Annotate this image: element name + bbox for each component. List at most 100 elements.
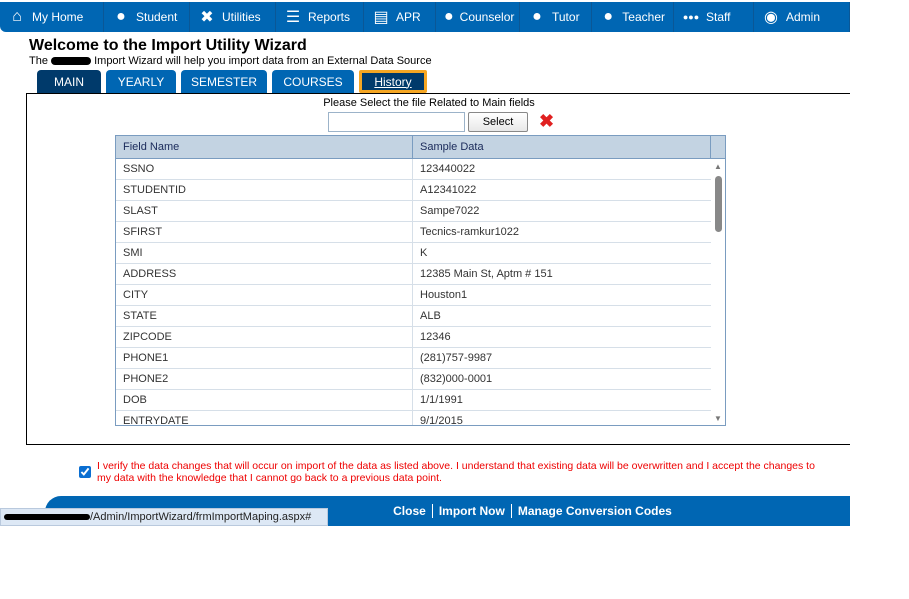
sample-data-cell: (281)757-9987 (420, 352, 493, 364)
table-row: SFIRST Tecnics-ramkur1022 (116, 222, 725, 243)
sample-data-cell: Sampe7022 (420, 205, 480, 217)
field-name-cell: ADDRESS (116, 264, 413, 284)
tab-bar: MAIN YEARLY SEMESTER COURSES History (37, 70, 427, 93)
nav-label: Tutor (552, 10, 580, 24)
field-name-cell: STATE (116, 306, 413, 326)
clear-file-icon[interactable]: ✖ (539, 111, 555, 131)
table-row: PHONE1 (281)757-9987 (116, 348, 725, 369)
field-name-cell: SMI (116, 243, 413, 263)
grid-header: Field Name Sample Data (116, 136, 725, 159)
table-row: STATE ALB (116, 306, 725, 327)
nav-tutor[interactable]: ● Tutor (520, 2, 592, 32)
file-label: Please Select the file Related to Main f… (323, 97, 535, 109)
table-row: SMI K (116, 243, 725, 264)
subtitle-start: The (29, 55, 48, 67)
person-icon: ● (444, 8, 454, 25)
sample-data-cell: 12385 Main St, Aptm # 151 (420, 268, 553, 280)
redacted-name (51, 57, 92, 66)
nav-reports[interactable]: ☰ Reports (276, 2, 364, 32)
verify-text: I verify the data changes that will occu… (97, 460, 815, 484)
nav-admin[interactable]: ◉ Admin (754, 2, 850, 32)
scroll-up-icon[interactable]: ▲ (714, 162, 722, 171)
scroll-down-icon[interactable]: ▼ (714, 414, 722, 423)
nav-label: APR (396, 10, 421, 24)
status-url: /Admin/ImportWizard/frmImportMaping.aspx… (90, 511, 312, 523)
nav-utilities[interactable]: ✖ Utilities (190, 2, 276, 32)
field-name-cell: ZIPCODE (116, 327, 413, 347)
top-nav: ⌂ My Home ● Student ✖ Utilities ☰ Reports ▤ APR ● C… (0, 2, 850, 32)
field-name-cell: STUDENTID (116, 180, 413, 200)
nav-label: Admin (786, 10, 821, 24)
subtitle-end: Import Wizard will help you import data … (94, 55, 432, 67)
sample-data-cell: A12341022 (420, 184, 477, 196)
nav-label: My Home (32, 10, 84, 24)
header-field-name: Field Name (116, 136, 413, 158)
nav-apr[interactable]: ▤ APR (364, 2, 436, 32)
page-subtitle: The Import Wizard will help you import d… (29, 55, 432, 67)
verify-section: I verify the data changes that will occu… (79, 460, 817, 484)
tab-main[interactable]: MAIN (37, 70, 101, 93)
table-row: SSNO 123440022 (116, 159, 725, 180)
nav-teacher[interactable]: ● Teacher (592, 2, 674, 32)
nav-label: Utilities (222, 10, 261, 24)
sample-data-cell: 9/1/2015 (420, 415, 463, 426)
divider (510, 504, 512, 518)
user-circle-icon: ◉ (764, 9, 778, 26)
nav-my-home[interactable]: ⌂ My Home (0, 2, 104, 32)
sample-data-cell: K (420, 247, 428, 259)
divider (431, 504, 433, 518)
table-row: SLAST Sampe7022 (116, 201, 725, 222)
tab-yearly[interactable]: YEARLY (106, 70, 176, 93)
nav-label: Teacher (622, 10, 665, 24)
student-icon: ● (116, 8, 126, 25)
file-input[interactable] (328, 112, 465, 132)
select-file-button[interactable]: Select (468, 112, 528, 132)
sample-data-cell: 1/1/1991 (420, 394, 463, 406)
grid-scrollbar[interactable]: ▲ ▼ (711, 160, 725, 425)
sample-data-cell: Houston1 (420, 289, 468, 301)
sample-data-cell: (832)000-0001 (420, 373, 493, 385)
field-name-cell: SSNO (116, 159, 413, 179)
main-panel: Please Select the file Related to Main f… (26, 93, 850, 445)
table-row: ZIPCODE 12346 (116, 327, 725, 348)
nav-label: Counselor (459, 10, 515, 24)
tab-semester[interactable]: SEMESTER (181, 70, 267, 93)
field-grid: Field Name Sample Data SSNO 123440022 STUD… (115, 135, 726, 426)
status-url-tooltip: /Admin/ImportWizard/frmImportMaping.aspx… (0, 508, 328, 526)
table-row: CITY Houston1 (116, 285, 725, 306)
tab-history[interactable]: History (359, 70, 427, 93)
manage-conversion-codes-link[interactable]: Manage Conversion Codes (517, 504, 672, 518)
sample-data-cell: 12346 (420, 331, 451, 343)
nav-counselor[interactable]: ● Counselor (436, 2, 520, 32)
tab-courses[interactable]: COURSES (272, 70, 354, 93)
table-row: ENTRYDATE 9/1/2015 (116, 411, 725, 426)
nav-student[interactable]: ● Student (104, 2, 190, 32)
tutor-icon: ● (532, 8, 542, 25)
home-icon: ⌂ (12, 8, 22, 25)
table-row: STUDENTID A12341022 (116, 180, 725, 201)
sample-data-cell: 123440022 (420, 163, 476, 175)
page-title: Welcome to the Import Utility Wizard (29, 37, 307, 54)
nav-staff[interactable]: ●●● Staff (674, 2, 754, 32)
sample-data-cell: Tecnics-ramkur1022 (420, 226, 520, 238)
field-name-cell: SFIRST (116, 222, 413, 242)
table-row: DOB 1/1/1991 (116, 390, 725, 411)
document-icon: ▤ (373, 9, 389, 26)
redacted-host (4, 514, 90, 521)
sample-data-cell: ALB (420, 310, 441, 322)
scroll-thumb[interactable] (715, 176, 722, 232)
list-icon: ☰ (285, 9, 301, 26)
close-link[interactable]: Close (393, 504, 426, 518)
field-name-cell: PHONE1 (116, 348, 413, 368)
nav-label: Student (136, 10, 178, 24)
field-name-cell: PHONE2 (116, 369, 413, 389)
header-sample-data: Sample Data (413, 136, 711, 158)
group-icon: ●●● (682, 12, 700, 22)
teacher-icon: ● (603, 8, 613, 25)
nav-label: Reports (308, 10, 351, 24)
verify-checkbox[interactable] (79, 466, 91, 478)
import-now-link[interactable]: Import Now (438, 504, 505, 518)
field-name-cell: SLAST (116, 201, 413, 221)
table-row: PHONE2 (832)000-0001 (116, 369, 725, 390)
field-name-cell: DOB (116, 390, 413, 410)
